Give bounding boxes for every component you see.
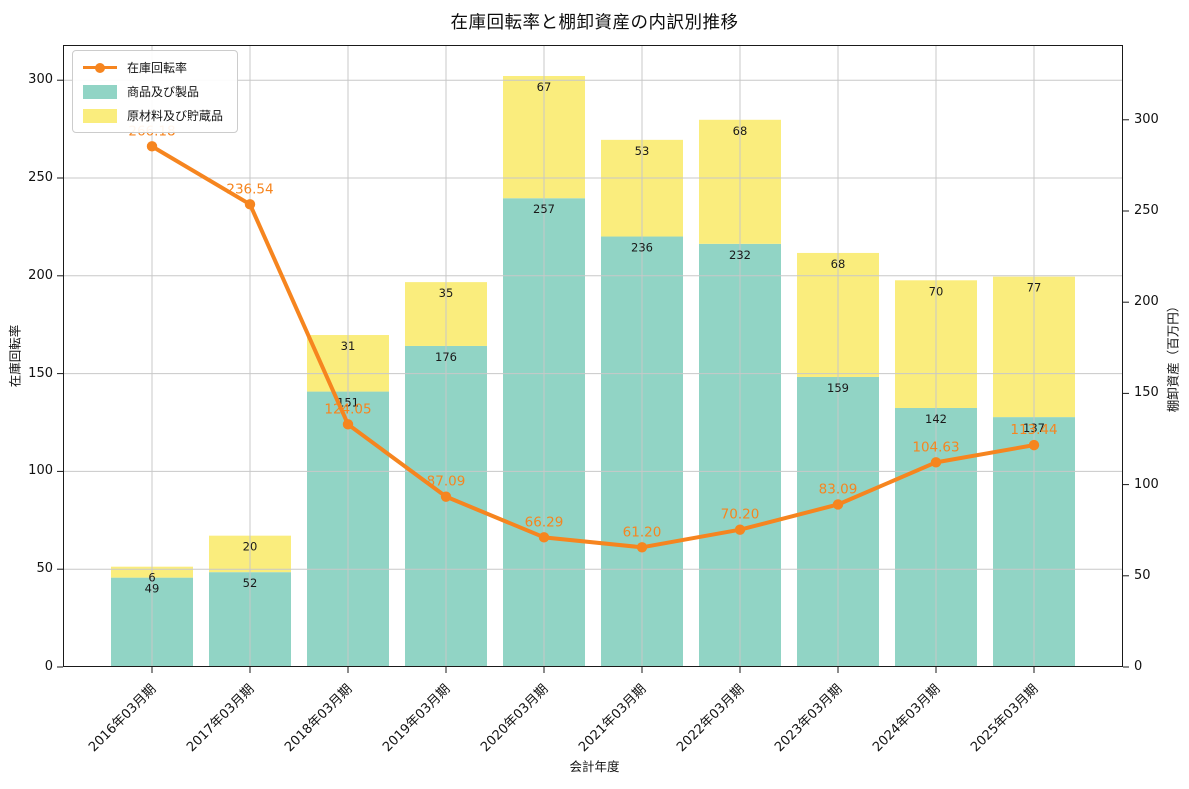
- bar-value-label: 52: [243, 576, 258, 590]
- legend-label: 在庫回転率: [127, 61, 188, 75]
- line-value-label: 104.63: [912, 439, 959, 455]
- bar-value-label: 151: [337, 396, 359, 410]
- right-axis-tick-label: 100: [1134, 476, 1159, 492]
- left-axis-tick-label: 100: [28, 463, 53, 479]
- plot-border: [63, 45, 1123, 667]
- line-value-label: 87.09: [427, 474, 466, 490]
- line-value-label: 66.29: [525, 514, 564, 530]
- goods-legend-swatch: [83, 84, 117, 99]
- plot-canvas: 496 52 20 151 31 176 35 257 67 236 53 232 68 159 68 142…: [57, 45, 1129, 673]
- bar-value-label: 232: [729, 248, 751, 262]
- left-axis-tick-label: 150: [28, 365, 53, 381]
- bar-value-label: 70: [929, 284, 944, 298]
- left-axis-tick-label: 250: [28, 170, 53, 185]
- right-axis-tick-label: 300: [1134, 111, 1159, 127]
- bar-value-label: 53: [635, 144, 650, 158]
- right-axis-tick-label: 200: [1134, 294, 1159, 310]
- line-marker: [440, 491, 452, 502]
- line-marker: [930, 457, 942, 468]
- bar-value-label: 236: [631, 241, 653, 255]
- legend-item-goods: 商品及び製品: [83, 83, 223, 100]
- line-value-label: 70.20: [721, 507, 760, 523]
- left-axis-tick-label: 300: [28, 72, 53, 88]
- plot-area: 49 6 52 20 151 31 176 35 257 67 236 53 232 68 159 68 142…: [57, 45, 1129, 673]
- bar-value-label: 257: [533, 202, 555, 216]
- left-axis-tick-label: 0: [44, 659, 53, 674]
- bar-value-label: 31: [341, 339, 356, 353]
- line-marker: [244, 199, 256, 210]
- legend-label: 商品及び製品: [127, 85, 200, 99]
- line-value-label: 113.44: [1010, 422, 1057, 438]
- bar-value-label: 159: [827, 381, 849, 395]
- line-marker: [1028, 439, 1040, 451]
- right-axis-tick-label: 150: [1134, 385, 1159, 401]
- bar-value-label: 20: [243, 540, 258, 554]
- right-axis-title: 棚卸資産（百万円）: [1165, 299, 1181, 413]
- legend-item-turnover: 在庫回転率: [83, 59, 223, 76]
- line-marker: [832, 499, 844, 510]
- legend-label: 原材料及び貯蔵品: [127, 109, 224, 123]
- line-marker: [538, 532, 550, 543]
- right-axis-tick-label: 250: [1134, 202, 1159, 218]
- bar-value-label: 77: [1027, 281, 1042, 295]
- materials-legend-swatch: [83, 108, 117, 123]
- line-marker: [636, 542, 648, 553]
- line-marker: [146, 141, 158, 152]
- bar-value-label: 176: [435, 350, 457, 364]
- bar-value-label: 68: [733, 124, 748, 138]
- line-marker-icon: [95, 62, 105, 73]
- bar-value-label: 137: [1023, 421, 1045, 435]
- line-value-label: 83.09: [819, 481, 858, 497]
- line-value-label: 236.54: [226, 181, 273, 197]
- line-value-label: 61.20: [623, 524, 662, 540]
- turnover-line: [150, 144, 1036, 550]
- bar-value-label: 6: [148, 571, 155, 585]
- line-value-label: 124.05: [324, 401, 371, 417]
- line-marker: [734, 524, 746, 535]
- right-axis-tick-label: 50: [1134, 567, 1151, 583]
- right-axis-tick-label: 0: [1134, 659, 1143, 674]
- line-legend-swatch: [83, 62, 117, 73]
- line-marker: [342, 419, 354, 430]
- legend: 在庫回転率 商品及び製品 原材料及び貯蔵品: [72, 50, 239, 133]
- bar-value-label: 68: [831, 257, 846, 271]
- bar-value-label: 67: [537, 80, 552, 94]
- left-axis-tick-label: 200: [28, 267, 53, 283]
- legend-item-materials: 原材料及び貯蔵品: [83, 107, 223, 124]
- bar-value-label: 49: [145, 582, 160, 596]
- chart-title: 在庫回転率と棚卸資産の内訳別推移: [450, 13, 739, 33]
- x-axis-title: 会計年度: [569, 759, 620, 774]
- bar-value-label: 35: [439, 286, 454, 300]
- left-axis-tick-label: 50: [36, 561, 53, 577]
- bar-value-label: 142: [925, 412, 947, 426]
